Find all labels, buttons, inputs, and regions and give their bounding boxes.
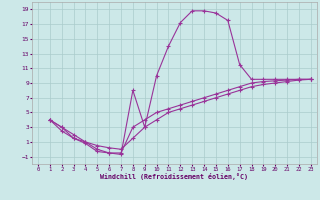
- X-axis label: Windchill (Refroidissement éolien,°C): Windchill (Refroidissement éolien,°C): [100, 173, 248, 180]
